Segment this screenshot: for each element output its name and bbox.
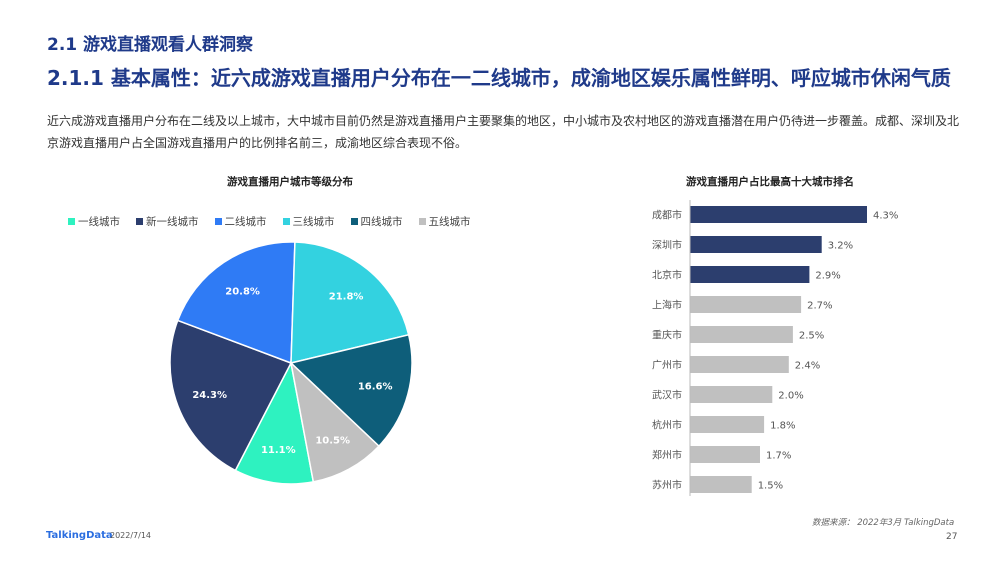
bar xyxy=(690,296,802,313)
section-title: 2.1 游戏直播观看人群洞察 xyxy=(47,35,254,55)
bar xyxy=(690,266,810,283)
bar-value-label: 2.5% xyxy=(799,331,824,342)
legend-item: 二线城市 xyxy=(214,214,267,229)
legend-item: 五线城市 xyxy=(418,214,471,229)
bar xyxy=(690,356,789,373)
bar-value-label: 2.4% xyxy=(795,361,820,372)
legend-swatch xyxy=(136,218,143,225)
bar-category-label: 成都市 xyxy=(652,209,682,222)
bar xyxy=(690,476,752,493)
pie-chart: 11.1% 24.3% 20.8% 21.8% 16.6% 10.5% xyxy=(169,241,413,485)
bar-category-label: 杭州市 xyxy=(652,419,682,432)
pie-legend: 一线城市 新一线城市 二线城市 三线城市 四线城市 五线城市 xyxy=(68,214,471,229)
bar-category-label: 苏州市 xyxy=(652,479,682,492)
pie-data-label: 16.6% xyxy=(358,382,393,393)
bar xyxy=(690,446,760,463)
bar-value-label: 1.7% xyxy=(766,451,791,462)
legend-swatch xyxy=(214,218,222,225)
brand-logo: TalkingData xyxy=(46,530,113,541)
legend-label: 四线城市 xyxy=(360,216,403,228)
pie-data-label: 20.8% xyxy=(225,287,260,298)
bar xyxy=(690,206,867,223)
bar-category-label: 武汉市 xyxy=(652,389,682,402)
pie-slice xyxy=(169,319,293,472)
legend-swatch xyxy=(350,218,358,225)
bar-value-label: 2.7% xyxy=(807,301,832,312)
bar xyxy=(690,386,773,403)
legend-swatch xyxy=(418,218,426,225)
bar-value-label: 2.0% xyxy=(778,391,803,402)
bar xyxy=(690,326,793,343)
page-number: 27 xyxy=(946,532,958,542)
bar-category-label: 上海市 xyxy=(652,299,682,312)
pie-data-label: 10.5% xyxy=(315,436,350,447)
bar xyxy=(690,236,822,253)
pie-slice xyxy=(234,360,315,485)
legend-label: 三线城市 xyxy=(292,216,335,228)
bar-chart-title: 游戏直播用户占比最高十大城市排名 xyxy=(686,176,854,188)
bar-category-label: 深圳市 xyxy=(652,239,682,252)
bar-value-label: 2.9% xyxy=(815,271,840,282)
bar-value-label: 1.8% xyxy=(770,421,795,432)
pie-slice xyxy=(289,333,413,448)
bar-category-label: 广州市 xyxy=(652,359,682,372)
legend-item: 新一线城市 xyxy=(136,214,199,229)
legend-label: 二线城市 xyxy=(224,216,267,228)
bar-category-label: 郑州市 xyxy=(652,449,682,462)
legend-item: 一线城市 xyxy=(68,214,120,229)
bar-chart: 成都市 4.3% 深圳市 3.2% 北京市 2.9% 上海市 2.7% 重庆市 2.5% 广州市 2.… xyxy=(652,200,898,496)
legend-label: 一线城市 xyxy=(78,216,120,228)
page-title: 2.1.1 基本属性：近六成游戏直播用户分布在一二线城市，成渝地区娱乐属性鲜明、… xyxy=(47,66,951,90)
report-date: 2022/7/14 xyxy=(110,531,152,540)
legend-label: 五线城市 xyxy=(428,216,471,228)
pie-slice xyxy=(289,360,380,483)
pie-data-label: 24.3% xyxy=(192,390,227,401)
pie-data-label: 11.1% xyxy=(261,445,296,456)
bar-value-label: 1.5% xyxy=(758,481,783,492)
pie-slice xyxy=(176,241,296,365)
bar-category-label: 重庆市 xyxy=(652,329,682,342)
intro-paragraph: 近六成游戏直播用户分布在二线及以上城市，大中城市目前仍然是游戏直播用户主要聚集的… xyxy=(47,114,960,150)
data-source-note: 数据来源： 2022年3月 TalkingData xyxy=(812,518,955,528)
legend-label: 新一线城市 xyxy=(146,216,199,228)
legend-swatch xyxy=(68,218,75,225)
pie-chart-title: 游戏直播用户城市等级分布 xyxy=(227,176,353,188)
bar-category-label: 北京市 xyxy=(652,269,682,282)
pie-slice xyxy=(290,241,410,364)
legend-item: 四线城市 xyxy=(350,214,403,229)
legend-swatch xyxy=(282,218,290,225)
pie-data-label: 21.8% xyxy=(329,292,364,303)
legend-item: 三线城市 xyxy=(282,214,335,229)
bar-value-label: 3.2% xyxy=(828,241,853,252)
bar xyxy=(690,416,765,433)
bar-value-label: 4.3% xyxy=(873,211,898,222)
